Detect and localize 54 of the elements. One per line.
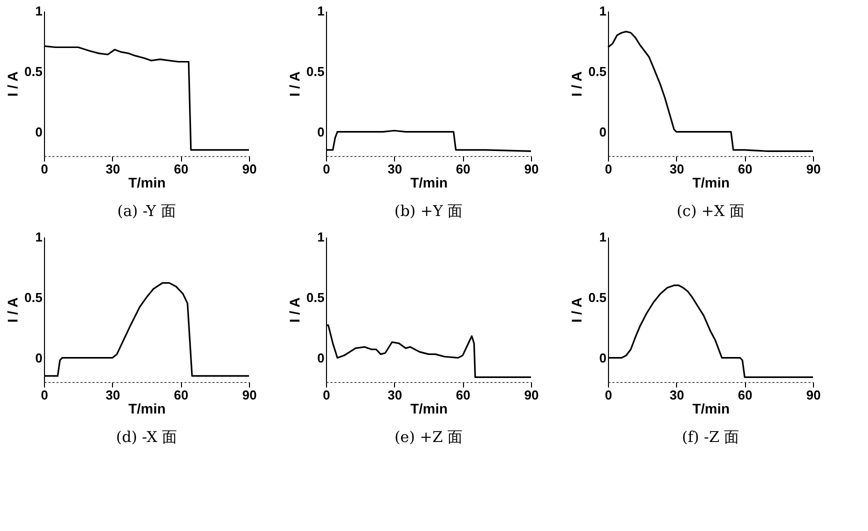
y-tick-label: 1 [35,4,42,18]
y-tick-label: 0 [599,124,606,140]
y-tick-label: 0 [35,124,42,140]
y-axis-title: I / A [568,71,584,97]
y-axis-title: I / A [4,71,20,97]
text: (b) +Y 面 [394,202,463,220]
x-tick-label: 90 [524,162,539,176]
x-tick-label: 30 [388,388,402,402]
y-axis-title: I / A [286,71,302,97]
x-tick-label: 60 [738,162,752,176]
y-tick-label: 1 [35,230,42,244]
y-tick-label: 0.5 [24,64,42,79]
x-tick-label: 30 [388,162,402,176]
y-tick-label: 0.5 [588,64,606,79]
x-tick-label: 60 [174,388,188,402]
y-tick-label: 1 [599,4,606,18]
x-axis-title: T/min [128,400,166,416]
y-tick-label: 0 [35,350,42,366]
x-tick-label: 90 [806,162,821,176]
x-axis-title: T/min [692,174,730,190]
x-tick-label: 60 [738,388,752,402]
y-axis-title: I / A [568,297,584,323]
y-tick-label: 0.5 [306,64,324,79]
y-tick-label: 1 [317,4,324,18]
y-tick-label: 0 [317,124,324,140]
x-tick-label: 60 [456,162,470,176]
x-tick-label: 30 [670,162,684,176]
x-axis-title: T/min [692,400,730,416]
y-tick-label: 0 [599,350,606,366]
x-tick-label: 30 [670,388,684,402]
x-tick-label: 90 [242,162,257,176]
x-tick-label: 30 [106,162,120,176]
x-tick-label: 90 [242,388,257,402]
text: (a) -Y 面 [117,202,176,220]
text: (d) -X 面 [116,428,178,446]
y-tick-label: 0.5 [306,290,324,305]
y-tick-label: 0.5 [588,290,606,305]
x-tick-label: 90 [524,388,539,402]
text: (f) -Z 面 [682,428,740,446]
text: (e) +Z 面 [394,428,463,446]
y-axis-title: I / A [286,297,302,323]
y-tick-label: 0.5 [24,290,42,305]
x-axis-title: T/min [128,174,166,190]
x-tick-label: 60 [456,388,470,402]
text: (c) +X 面 [676,202,744,220]
y-axis-title: I / A [4,297,20,323]
x-tick-label: 90 [806,388,821,402]
x-axis-title: T/min [410,174,448,190]
y-tick-label: 1 [599,230,606,244]
y-tick-label: 0 [317,350,324,366]
x-tick-label: 60 [174,162,188,176]
y-tick-label: 1 [317,230,324,244]
x-tick-label: 30 [106,388,120,402]
x-axis-title: T/min [410,400,448,416]
